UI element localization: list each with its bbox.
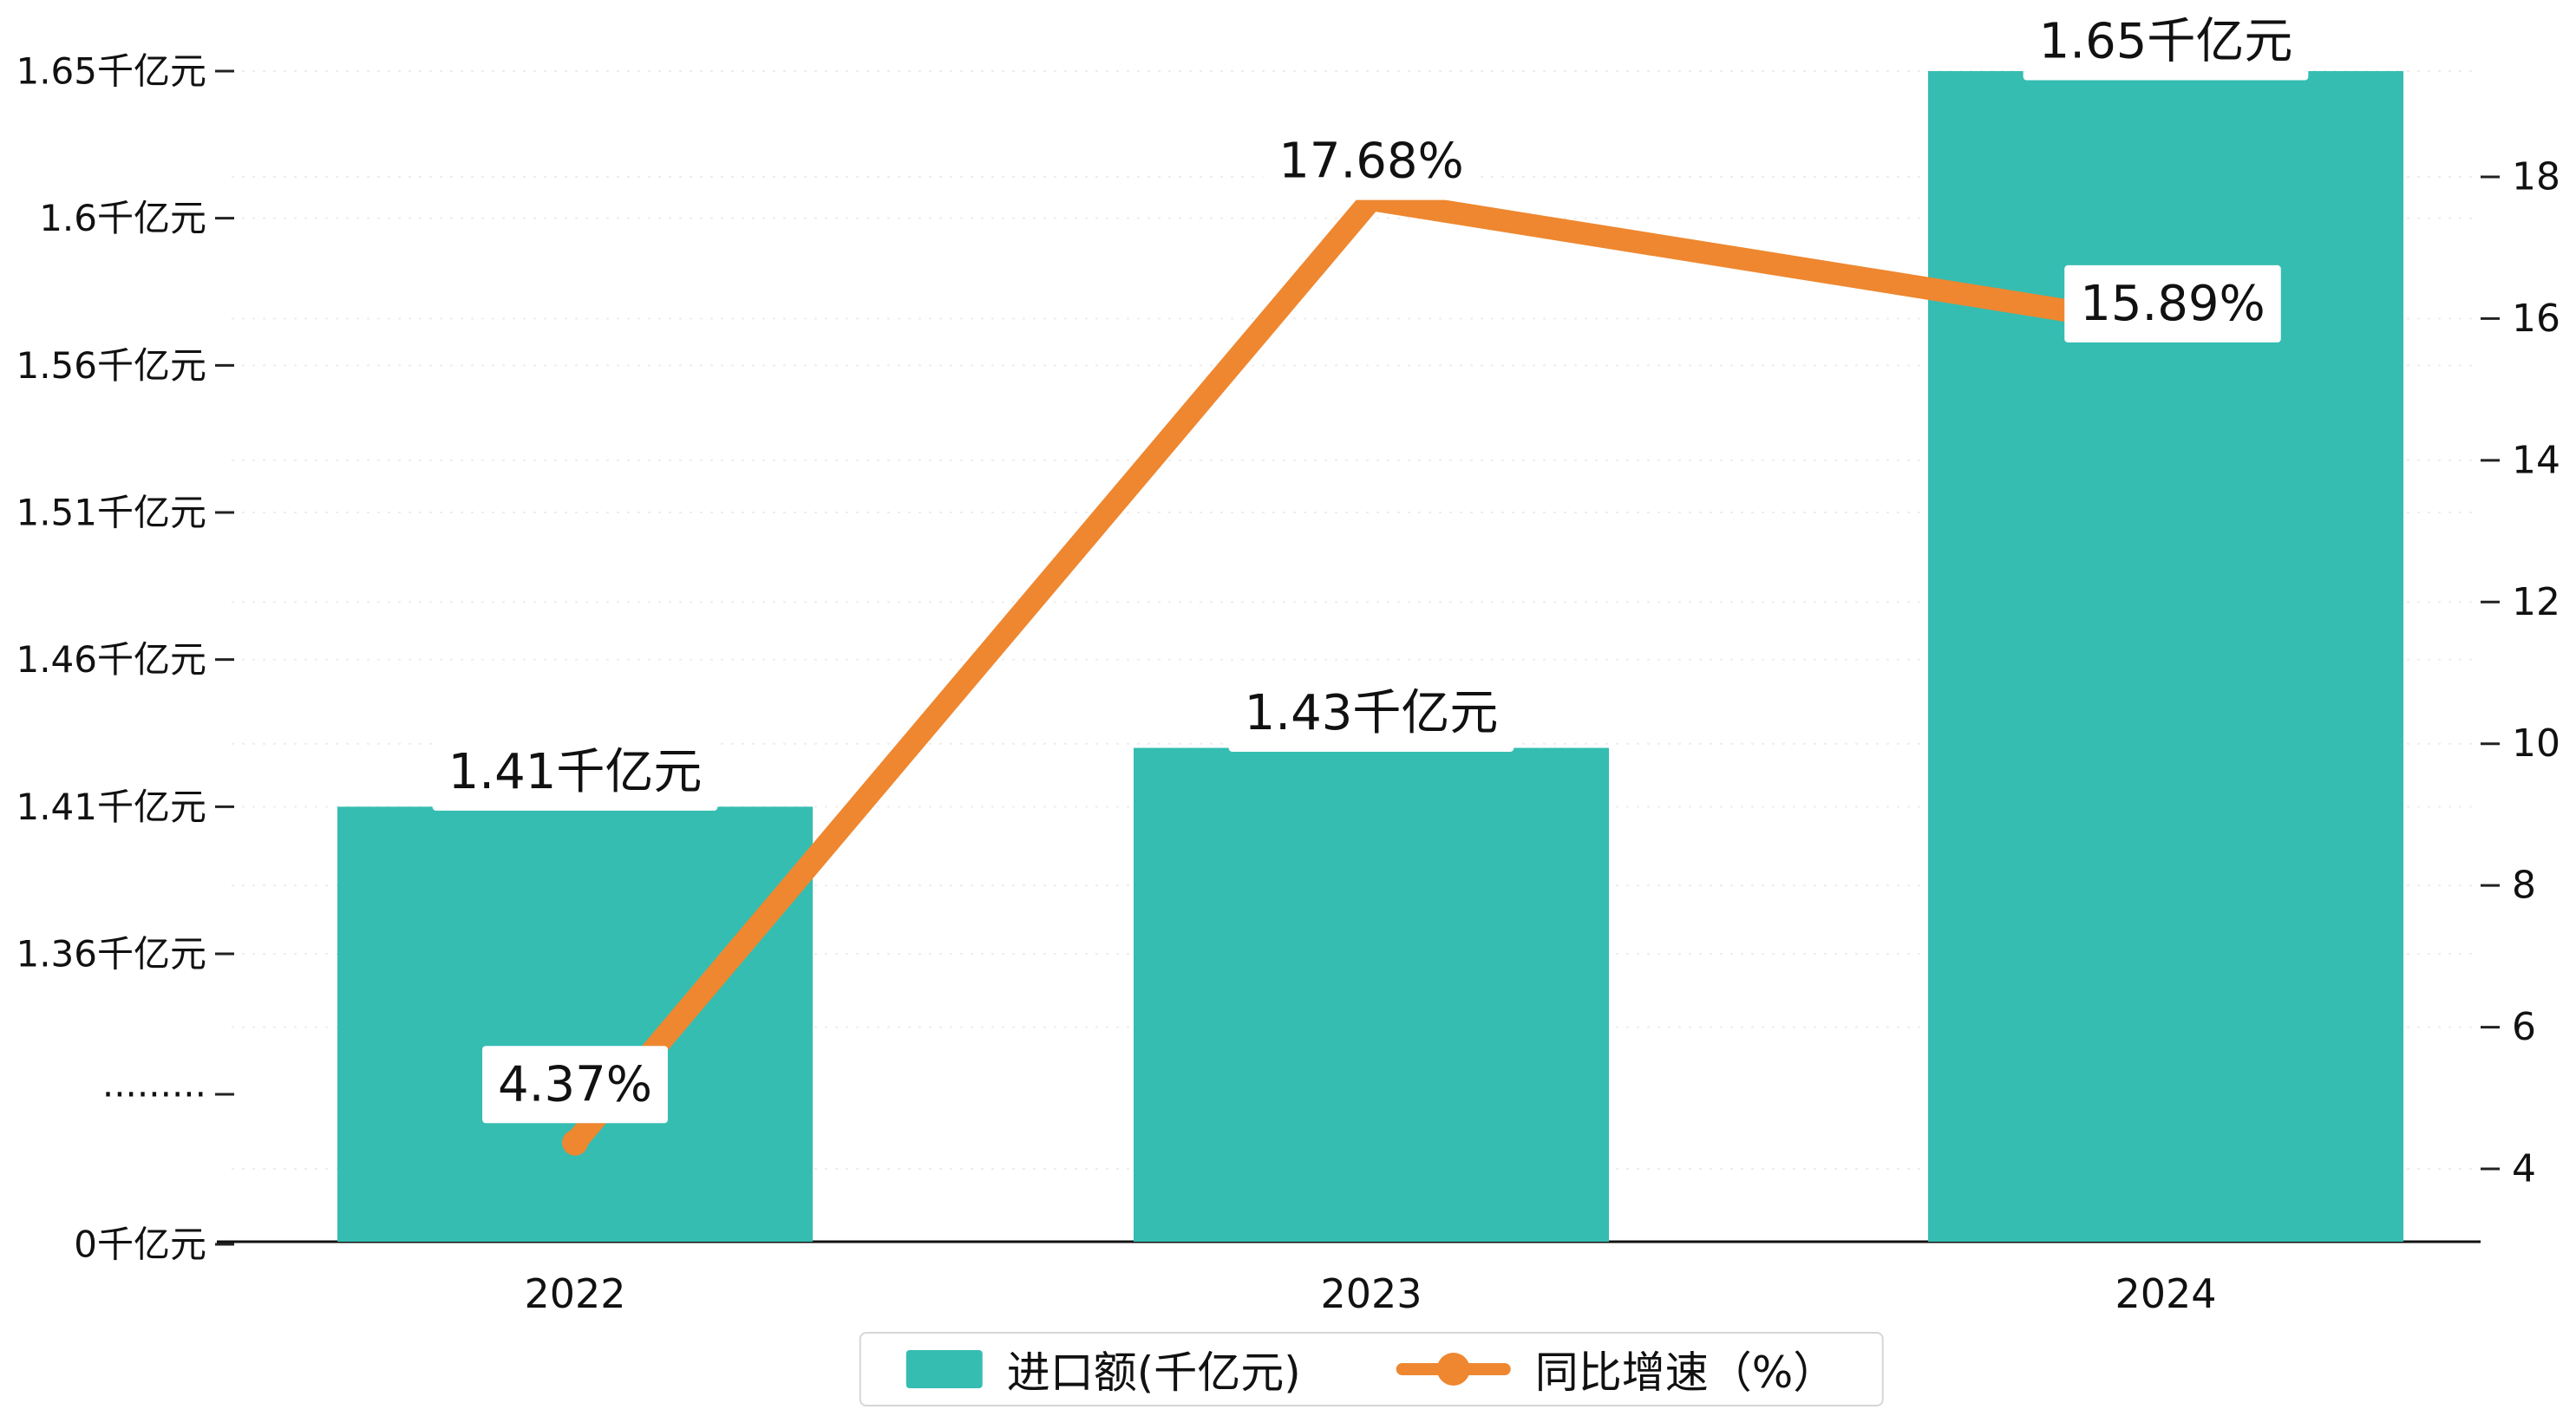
right-axis-tick-label: 8 [2512,864,2536,908]
right-axis-tick-label: 4 [2512,1147,2536,1191]
right-axis-tick-label: 6 [2512,1005,2536,1049]
legend: 进口额(千亿元) 同比增速（%） [859,1332,1884,1406]
legend-item-imports: 进口额(千亿元) [906,1338,1301,1400]
right-axis-tick-label: 10 [2512,721,2560,766]
bar-value-label-bg [432,733,718,811]
legend-line-dot-icon [1436,1353,1470,1386]
left-axis-tick-label: 1.6千亿元 [39,197,206,239]
right-axis-tick-label: 14 [2512,438,2560,482]
x-axis-label-2022: 2022 [524,1270,625,1317]
right-axis-tick-label: 12 [2512,580,2560,624]
left-axis-tick-label: 1.51千亿元 [16,492,206,534]
growth-value-label-bg [482,1046,668,1124]
bar-value-label: 1.65千亿元 [2039,14,2293,70]
bar-2022 [337,806,813,1242]
bar-2023 [1134,747,1609,1242]
left-axis-tick-label: 1.41千亿元 [16,786,206,828]
legend-line-swatch [1396,1353,1511,1386]
legend-bar-label: 进口额(千亿元) [1006,1347,1301,1398]
bar-value-label: 1.43千亿元 [1245,685,1499,741]
left-axis-tick-label: 1.46千亿元 [16,638,206,681]
left-axis-tick-label: 0千亿元 [74,1224,206,1266]
growth-point-2022 [562,1129,588,1156]
bar-value-label: 1.41千亿元 [448,744,703,800]
legend-line-label: 同比增速（%） [1534,1347,1837,1398]
legend-bar-swatch [906,1350,983,1388]
x-axis-label-2024: 2024 [2115,1270,2216,1317]
growth-value-label: 17.68% [1278,134,1464,190]
left-axis-tick-label: 1.36千亿元 [16,933,206,976]
bar-value-label-bg [2023,3,2309,81]
growth-value-label-bg [1263,122,1480,200]
left-axis-tick-label: ········· [102,1073,206,1116]
growth-value-label: 4.37% [498,1056,652,1113]
legend-item-growth: 同比增速（%） [1396,1338,1837,1400]
left-axis-tick-label: 1.56千亿元 [16,344,206,387]
right-axis-tick-label: 18 [2512,155,2560,199]
left-axis-tick-label: 1.65千亿元 [16,50,206,93]
bar-value-label-bg [1228,674,1514,752]
x-axis-label-2023: 2023 [1320,1270,1422,1317]
growth-value-label-bg [2064,264,2281,343]
bar-2024 [1928,71,2403,1242]
right-axis-tick-label: 16 [2512,297,2560,341]
growth-value-label: 15.89% [2080,276,2265,332]
